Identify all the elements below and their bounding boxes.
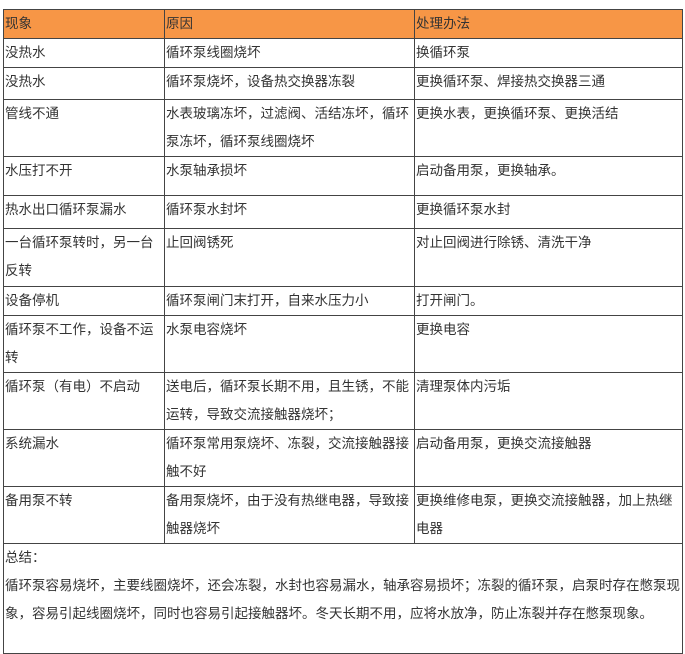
table-row: 管线不通 水表玻璃冻坏，过滤阀、活结冻坏，循环泵冻坏，循环泵线圈烧坏 更换水表，更换… xyxy=(3,99,683,157)
summary-text: 循环泵容易烧坏，主要线圈烧坏，还会冻裂，水封也容易漏水，轴承容易损坏；冻裂的循环… xyxy=(5,578,680,622)
cause-cell: 送电后，循环泵长期不用，且生锈，不能运转，导致交流接触器烧坏； xyxy=(164,372,415,430)
summary-cell: 总结： 循环泵容易烧坏，主要线圈烧坏，还会冻裂，水封也容易漏水，轴承容易损坏；冻… xyxy=(3,543,683,654)
header-solution: 处理办法 xyxy=(414,9,683,39)
table-row: 设备停机 循环泵闸门末打开，自来水压力小 打开闸门。 xyxy=(3,286,683,316)
table-row: 备用泵不转 备用泵烧坏，由于没有热继电器，导致接触器烧坏 更换维修电泵，更换交流接触… xyxy=(3,486,683,544)
symptom-cell: 没热水 xyxy=(3,38,165,68)
header-cause: 原因 xyxy=(164,9,415,39)
table-header-row: 现象 原因 处理办法 xyxy=(3,9,683,39)
cause-cell: 水泵轴承损坏 xyxy=(164,156,415,196)
solution-cell: 打开闸门。 xyxy=(414,286,683,316)
table-row: 没热水 循环泵线圈烧坏 换循环泵 xyxy=(3,38,683,68)
cause-cell: 水表玻璃冻坏，过滤阀、活结冻坏，循环泵冻坏，循环泵线圈烧坏 xyxy=(164,99,415,157)
symptom-cell: 循环泵不工作，设备不运转 xyxy=(3,315,165,373)
table-row: 系统漏水 循环泵常用泵烧坏、冻裂，交流接触器接触不好 启动备用泵，更换交流接触器 xyxy=(3,429,683,487)
cause-cell: 循环泵闸门末打开，自来水压力小 xyxy=(164,286,415,316)
solution-cell: 对止回阀进行除锈、清洗干净 xyxy=(414,228,683,287)
cause-cell: 止回阀锈死 xyxy=(164,228,415,287)
cause-cell: 循环泵常用泵烧坏、冻裂，交流接触器接触不好 xyxy=(164,429,415,487)
solution-cell: 清理泵体内污垢 xyxy=(414,372,683,430)
solution-cell: 更换循环泵、焊接热交换器三通 xyxy=(414,67,683,100)
solution-cell: 启动备用泵，更换轴承。 xyxy=(414,156,683,196)
cause-cell: 备用泵烧坏，由于没有热继电器，导致接触器烧坏 xyxy=(164,486,415,544)
symptom-cell: 设备停机 xyxy=(3,286,165,316)
table-row: 循环泵（有电）不启动 送电后，循环泵长期不用，且生锈，不能运转，导致交流接触器烧坏… xyxy=(3,372,683,430)
summary-title: 总结： xyxy=(5,550,46,566)
solution-cell: 换循环泵 xyxy=(414,38,683,68)
table-row: 循环泵不工作，设备不运转 水泵电容烧坏 更换电容 xyxy=(3,315,683,373)
cause-cell: 水泵电容烧坏 xyxy=(164,315,415,373)
header-symptom: 现象 xyxy=(3,9,165,39)
solution-cell: 启动备用泵，更换交流接触器 xyxy=(414,429,683,487)
cause-cell: 循环泵线圈烧坏 xyxy=(164,38,415,68)
symptom-cell: 水压打不开 xyxy=(3,156,165,196)
solution-cell: 更换循环泵水封 xyxy=(414,195,683,229)
table-row: 一台循环泵转时，另一台反转 止回阀锈死 对止回阀进行除锈、清洗干净 xyxy=(3,228,683,287)
table-row: 没热水 循环泵烧坏，设备热交换器冻裂 更换循环泵、焊接热交换器三通 xyxy=(3,67,683,100)
symptom-cell: 循环泵（有电）不启动 xyxy=(3,372,165,430)
symptom-cell: 热水出口循环泵漏水 xyxy=(3,195,165,229)
summary-row: 总结： 循环泵容易烧坏，主要线圈烧坏，还会冻裂，水封也容易漏水，轴承容易损坏；冻… xyxy=(3,543,683,654)
symptom-cell: 一台循环泵转时，另一台反转 xyxy=(3,228,165,287)
cause-cell: 循环泵烧坏，设备热交换器冻裂 xyxy=(164,67,415,100)
symptom-cell: 管线不通 xyxy=(3,99,165,157)
symptom-cell: 没热水 xyxy=(3,67,165,100)
solution-cell: 更换维修电泵，更换交流接触器，加上热继电器 xyxy=(414,486,683,544)
table-row: 水压打不开 水泵轴承损坏 启动备用泵，更换轴承。 xyxy=(3,156,683,196)
symptom-cell: 系统漏水 xyxy=(3,429,165,487)
solution-cell: 更换电容 xyxy=(414,315,683,373)
solution-cell: 更换水表，更换循环泵、更换活结 xyxy=(414,99,683,157)
table-row: 热水出口循环泵漏水 循环泵水封坏 更换循环泵水封 xyxy=(3,195,683,229)
symptom-cell: 备用泵不转 xyxy=(3,486,165,544)
troubleshooting-table: 现象 原因 处理办法 没热水 循环泵线圈烧坏 换循环泵 没热水 循环泵烧坏，设备热交换… xyxy=(3,9,683,654)
cause-cell: 循环泵水封坏 xyxy=(164,195,415,229)
